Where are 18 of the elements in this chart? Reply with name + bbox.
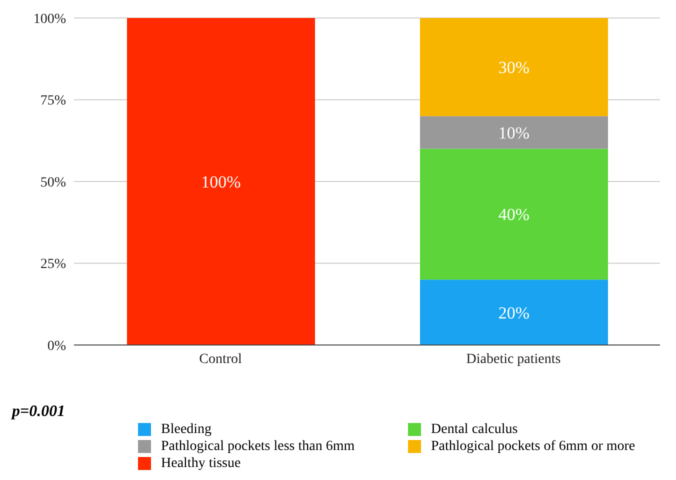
data-label: 100% (201, 172, 241, 192)
y-tick-label: 50% (40, 175, 66, 190)
y-tick-label: 25% (40, 257, 66, 272)
y-tick-label: 0% (47, 338, 66, 354)
text: p=0.001 (12, 403, 66, 421)
legend-label: Bleeding (161, 421, 212, 438)
data-label: 10% (498, 123, 530, 142)
data-label: 30% (498, 58, 530, 78)
x-tick-label: Control (199, 352, 242, 367)
data-label: 40% (498, 205, 530, 224)
y-tick-label: 75% (40, 94, 66, 109)
legend-label: Pathlogical pockets less than 6mm (161, 438, 355, 455)
legend-label: Healthy tissue (161, 455, 241, 472)
x-tick-label: Diabetic patients (466, 352, 561, 367)
legend-label: Dental calculus (431, 421, 518, 438)
legend-label: Pathlogical pockets of 6mm or more (431, 438, 636, 455)
data-label: 20% (498, 303, 530, 322)
y-tick-label: 100% (33, 12, 66, 27)
